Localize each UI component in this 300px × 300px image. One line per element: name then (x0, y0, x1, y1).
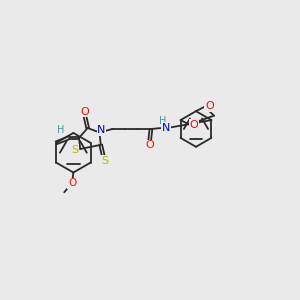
Text: N: N (97, 125, 106, 135)
Text: S: S (101, 156, 108, 166)
Text: N: N (162, 123, 170, 133)
Text: O: O (81, 107, 89, 117)
Text: O: O (68, 178, 76, 188)
Text: H: H (58, 125, 65, 135)
Text: O: O (205, 101, 214, 111)
Text: O: O (145, 140, 154, 150)
Text: O: O (190, 120, 198, 130)
Text: H: H (159, 116, 166, 126)
Text: S: S (71, 145, 78, 155)
